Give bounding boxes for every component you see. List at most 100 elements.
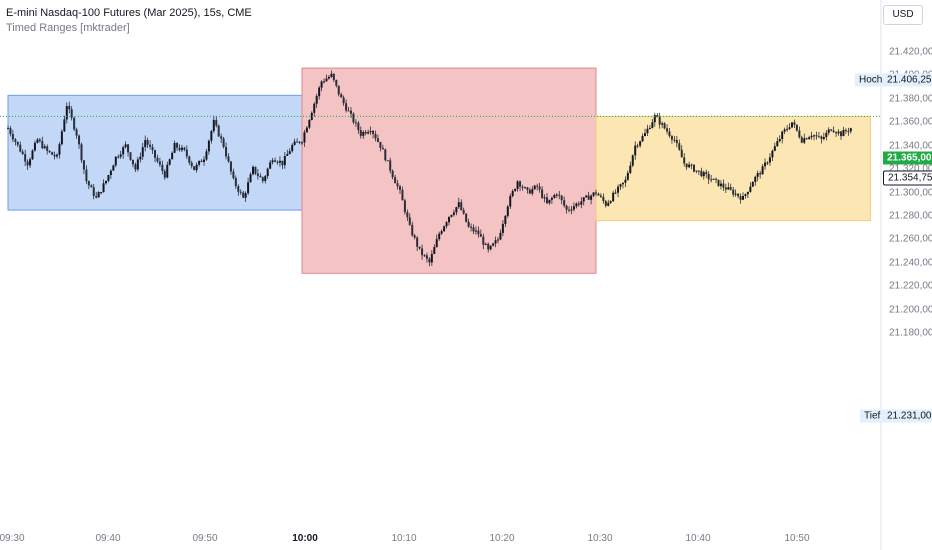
candle-body — [646, 128, 649, 134]
candle-body — [639, 141, 642, 146]
candle-body — [80, 144, 83, 161]
candle-body — [597, 193, 600, 196]
candle-body — [188, 156, 191, 163]
candle-body — [813, 135, 816, 137]
candle-body — [119, 154, 122, 157]
candle-body — [746, 191, 749, 195]
candle-body — [452, 212, 455, 215]
candle-body — [178, 147, 181, 151]
indicator-label[interactable]: Timed Ranges [mktrader] — [6, 22, 130, 34]
candle-body — [614, 192, 617, 194]
candle-body — [156, 157, 159, 162]
candle-body — [673, 139, 676, 141]
candle-body — [234, 178, 237, 187]
candle-body — [700, 170, 703, 177]
candle-body — [440, 231, 443, 234]
candle-body — [372, 131, 375, 134]
candle-body — [467, 221, 470, 227]
candle-body — [683, 157, 686, 164]
candle-body — [663, 123, 666, 129]
candle-body — [315, 96, 318, 104]
candle-body — [592, 192, 595, 196]
candle-body — [303, 132, 306, 143]
candle-body — [109, 170, 112, 176]
candle-body — [582, 197, 585, 202]
candle-body — [252, 166, 254, 175]
candle-body — [739, 196, 742, 200]
candle-body — [612, 192, 615, 202]
price-tick-label: 21.380,00 — [889, 93, 932, 105]
candle-body — [555, 194, 558, 196]
range-box-1000[interactable] — [301, 67, 597, 274]
candle-body — [641, 135, 644, 142]
candle-body — [340, 94, 343, 98]
candle-body — [384, 149, 387, 161]
candle-body — [24, 154, 27, 162]
candle-body — [570, 209, 573, 211]
candle-body — [607, 202, 610, 206]
candle-body — [73, 117, 76, 130]
candle-body — [38, 139, 41, 142]
candle-body — [269, 162, 272, 169]
candle-body — [408, 217, 411, 225]
candle-body — [678, 143, 681, 150]
price-tick-label: 21.280,00 — [889, 210, 932, 222]
candle-body — [247, 182, 250, 194]
candle-body — [840, 131, 842, 137]
candle-body — [60, 131, 63, 145]
candle-body — [783, 129, 786, 132]
candle-body — [242, 192, 245, 198]
candle-body — [46, 146, 49, 151]
candle-body — [675, 139, 678, 144]
candle-body — [634, 145, 637, 156]
candle-body — [509, 196, 512, 207]
candle-body — [658, 117, 661, 125]
candle-body — [7, 128, 9, 130]
candle-body — [732, 189, 735, 195]
candle-body — [619, 184, 622, 187]
candle-body — [185, 149, 188, 157]
candle-body — [305, 127, 308, 133]
candle-body — [553, 195, 556, 198]
candle-body — [460, 202, 463, 211]
candle-body — [624, 179, 627, 183]
candle-body — [445, 222, 448, 227]
candle-body — [590, 195, 593, 200]
range-box-1030[interactable] — [595, 115, 871, 222]
candle-body — [499, 232, 502, 240]
candle-body — [176, 142, 179, 148]
candle-body — [705, 172, 708, 175]
candle-body — [362, 131, 365, 136]
candle-body — [232, 171, 235, 179]
candle-body — [320, 81, 323, 88]
candle-body — [43, 146, 46, 149]
candle-body — [131, 159, 134, 165]
price-tick-label: 21.220,00 — [889, 280, 932, 292]
candle-body — [489, 245, 492, 250]
candle-body — [455, 207, 458, 213]
candle-body — [715, 178, 718, 180]
currency-button[interactable]: USD — [883, 5, 923, 25]
candle-body — [497, 239, 499, 241]
price-tick-label: 21.200,00 — [889, 304, 932, 316]
candle-body — [472, 227, 475, 232]
candle-body — [48, 150, 51, 153]
candle-body — [403, 200, 406, 213]
candle-body — [29, 159, 32, 166]
time-tick-label: 09:40 — [95, 533, 121, 544]
candle-body — [105, 180, 107, 184]
candle-body — [112, 165, 115, 171]
candle-body — [283, 155, 286, 166]
candle-body — [533, 185, 536, 190]
candle-body — [413, 235, 416, 238]
candle-body — [166, 164, 169, 178]
candle-body — [100, 192, 103, 194]
candle-body — [773, 146, 776, 151]
candle-body — [494, 240, 497, 244]
candle-body — [761, 166, 764, 175]
candle-body — [636, 145, 639, 147]
candle-body — [626, 172, 629, 180]
candle-body — [484, 243, 487, 245]
candle-body — [474, 230, 477, 232]
